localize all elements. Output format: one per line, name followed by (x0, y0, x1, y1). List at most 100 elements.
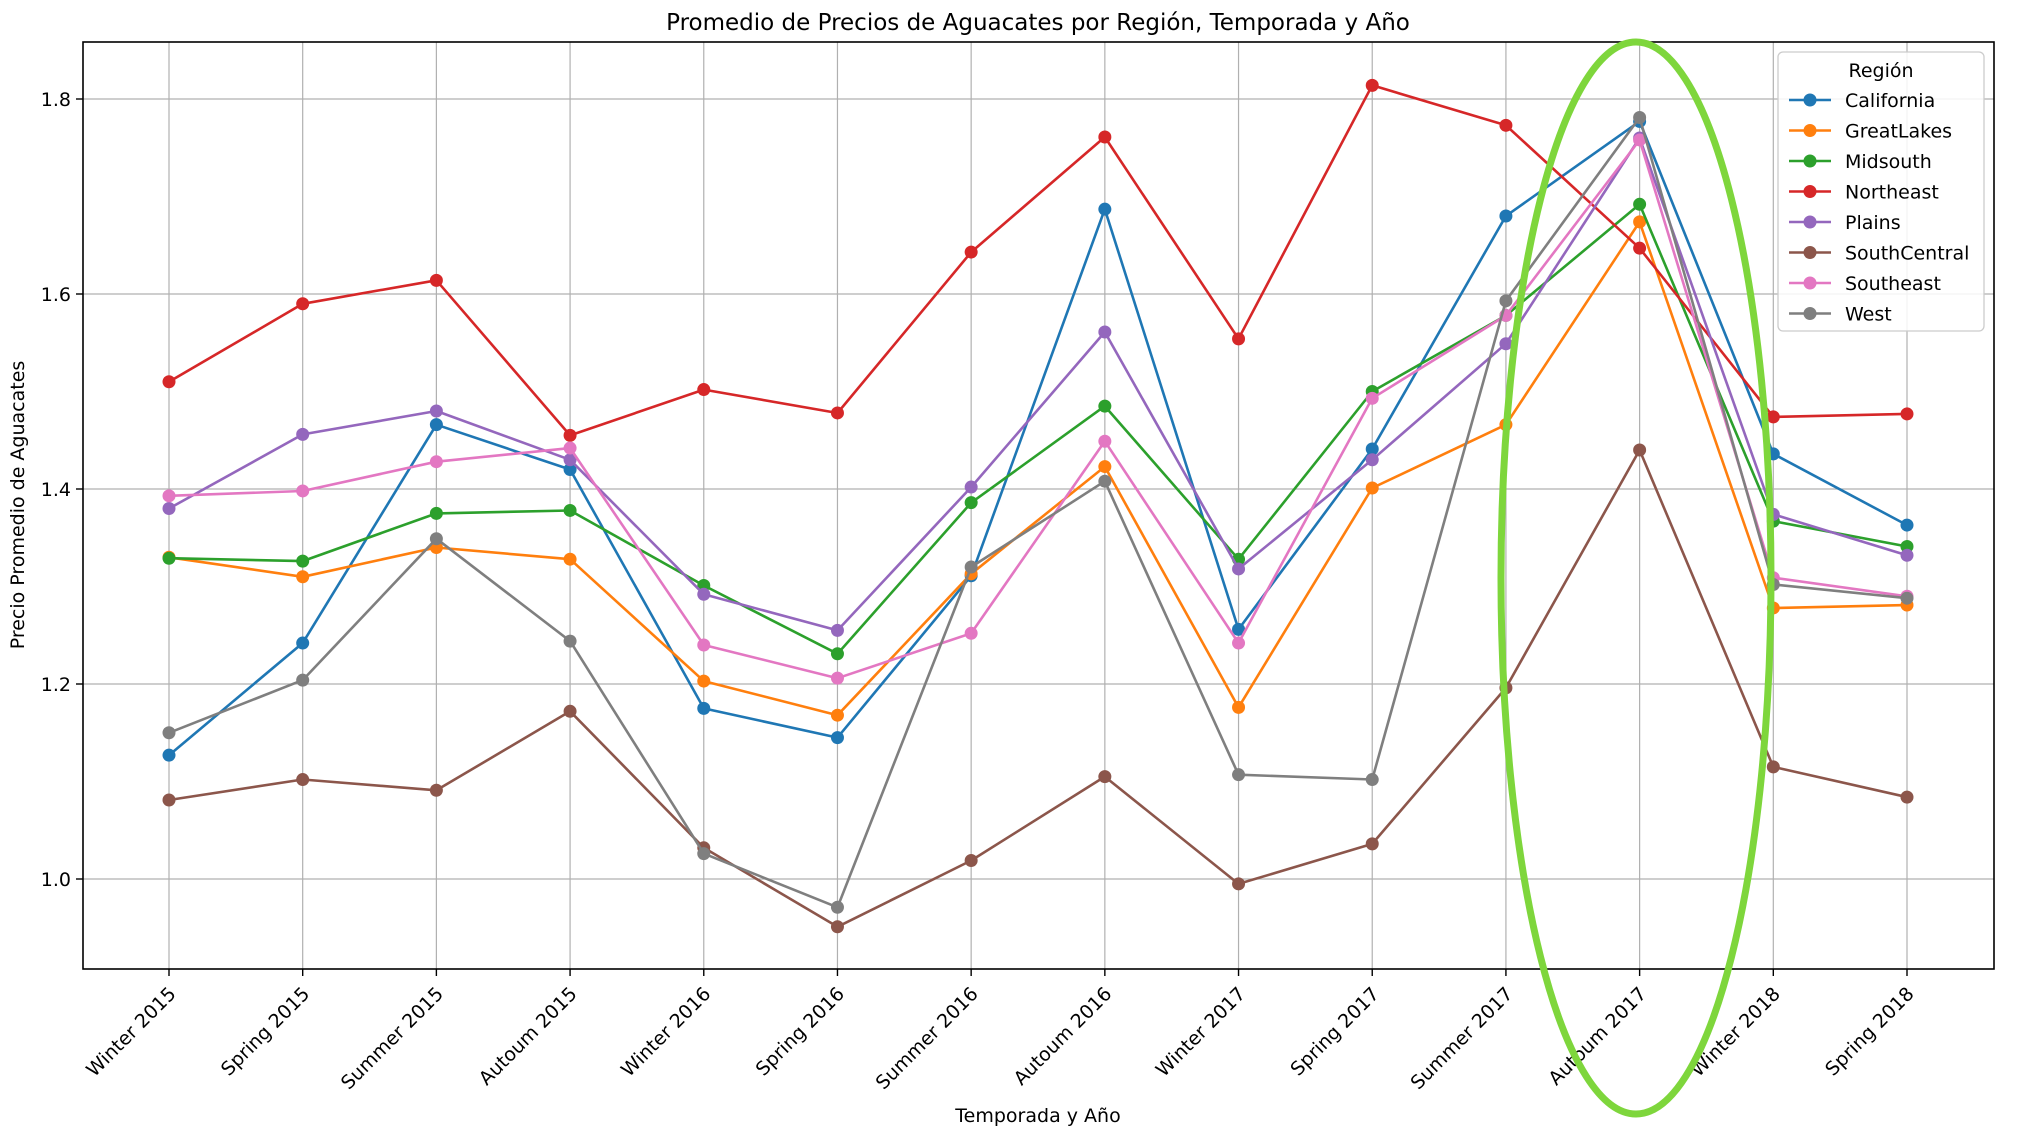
data-point (1232, 700, 1246, 714)
data-point (1098, 434, 1112, 448)
data-point (1365, 481, 1379, 495)
data-point (1633, 133, 1647, 147)
data-point (964, 245, 978, 259)
legend-swatch-marker (1803, 276, 1817, 290)
legend-swatch-marker (1803, 124, 1817, 137)
legend-item: Southeast (1789, 273, 1941, 295)
data-point (1365, 442, 1379, 456)
legend-swatch-marker (1803, 307, 1817, 320)
data-point (563, 453, 577, 467)
data-point (830, 920, 844, 934)
data-point (697, 847, 711, 861)
data-point (697, 587, 711, 601)
data-point (1365, 773, 1379, 787)
data-point (1232, 877, 1246, 891)
data-point (429, 532, 443, 546)
data-point (1900, 548, 1914, 562)
y-axis-label: Precio Promedio de Aguacates (7, 361, 29, 650)
data-point (830, 671, 844, 685)
data-point (1365, 78, 1379, 92)
legend-title: Región (1848, 60, 1913, 82)
data-point (1900, 591, 1914, 605)
data-point (830, 900, 844, 914)
data-point (1232, 768, 1246, 782)
highlight-ellipse (1497, 38, 1775, 1118)
y-tick-label: 1.2 (41, 674, 71, 696)
legend-label: West (1845, 304, 1892, 326)
data-point (1499, 118, 1513, 132)
data-point (1098, 399, 1112, 413)
data-point (830, 406, 844, 420)
series-line (168, 84, 1908, 437)
data-point (964, 496, 978, 510)
series-northeast (162, 78, 1914, 442)
data-point (964, 626, 978, 640)
data-point (1365, 837, 1379, 851)
legend-swatch-marker (1803, 185, 1817, 198)
data-point (429, 455, 443, 469)
data-point (964, 480, 978, 494)
data-point (1499, 294, 1513, 308)
legend-item: Northeast (1789, 182, 1939, 204)
legend-item: SouthCentral (1789, 243, 1969, 265)
series-line (168, 220, 1908, 717)
data-point (296, 427, 310, 441)
legend: Región California GreatLakes Midsouth North… (1777, 51, 1985, 332)
data-point (1633, 111, 1647, 125)
y-tick-label: 1.8 (41, 89, 71, 111)
legend-item: West (1789, 304, 1892, 326)
x-axis-label: Temporada y Año (954, 1105, 1120, 1127)
legend-label: Midsouth (1845, 151, 1932, 173)
data-point (563, 428, 577, 442)
y-tick-label: 1.4 (41, 479, 71, 501)
data-point (1766, 410, 1780, 424)
series-line (168, 120, 1908, 757)
data-point (1633, 197, 1647, 211)
data-point (563, 441, 577, 455)
data-point (697, 701, 711, 715)
legend-label: SouthCentral (1845, 243, 1969, 265)
data-point (964, 853, 978, 867)
legend-box (1777, 51, 1985, 332)
y-tick-label: 1.6 (41, 284, 71, 306)
legend-swatch-marker (1803, 246, 1817, 259)
data-point (429, 506, 443, 520)
chart-title: Promedio de Precios de Aguacates por Reg… (666, 10, 1410, 36)
data-point (1098, 130, 1112, 144)
data-point (1499, 337, 1513, 351)
data-point (162, 489, 176, 503)
data-point (429, 404, 443, 418)
data-point (1098, 325, 1112, 339)
legend-label: California (1845, 90, 1935, 112)
data-point (296, 297, 310, 311)
data-point (697, 638, 711, 652)
data-point (162, 726, 176, 740)
series-line (168, 136, 1908, 632)
data-point (162, 748, 176, 762)
series-line (168, 116, 1908, 909)
data-point (563, 503, 577, 517)
data-point (563, 463, 577, 476)
y-axis: 1.0 1.2 1.4 1.6 1.8 (41, 89, 83, 891)
legend-item: GreatLakes (1789, 121, 1952, 143)
data-point (162, 793, 176, 807)
data-point (1232, 622, 1246, 636)
data-point (563, 552, 577, 566)
data-point (1633, 215, 1647, 229)
data-point (296, 673, 310, 687)
data-point (296, 773, 310, 787)
data-point (162, 502, 176, 515)
legend-label: Plains (1845, 212, 1901, 234)
data-point (964, 560, 978, 574)
data-point (563, 634, 577, 648)
axes-frame (82, 41, 1995, 970)
data-point (1633, 443, 1647, 457)
data-point (697, 674, 711, 688)
series-line (168, 448, 1908, 929)
series-greatlakes (162, 215, 1914, 722)
legend-item: Midsouth (1789, 151, 1932, 173)
legend-swatch-marker (1803, 215, 1817, 229)
data-point (563, 704, 577, 718)
series-line (168, 203, 1908, 656)
data-point (1900, 407, 1914, 421)
